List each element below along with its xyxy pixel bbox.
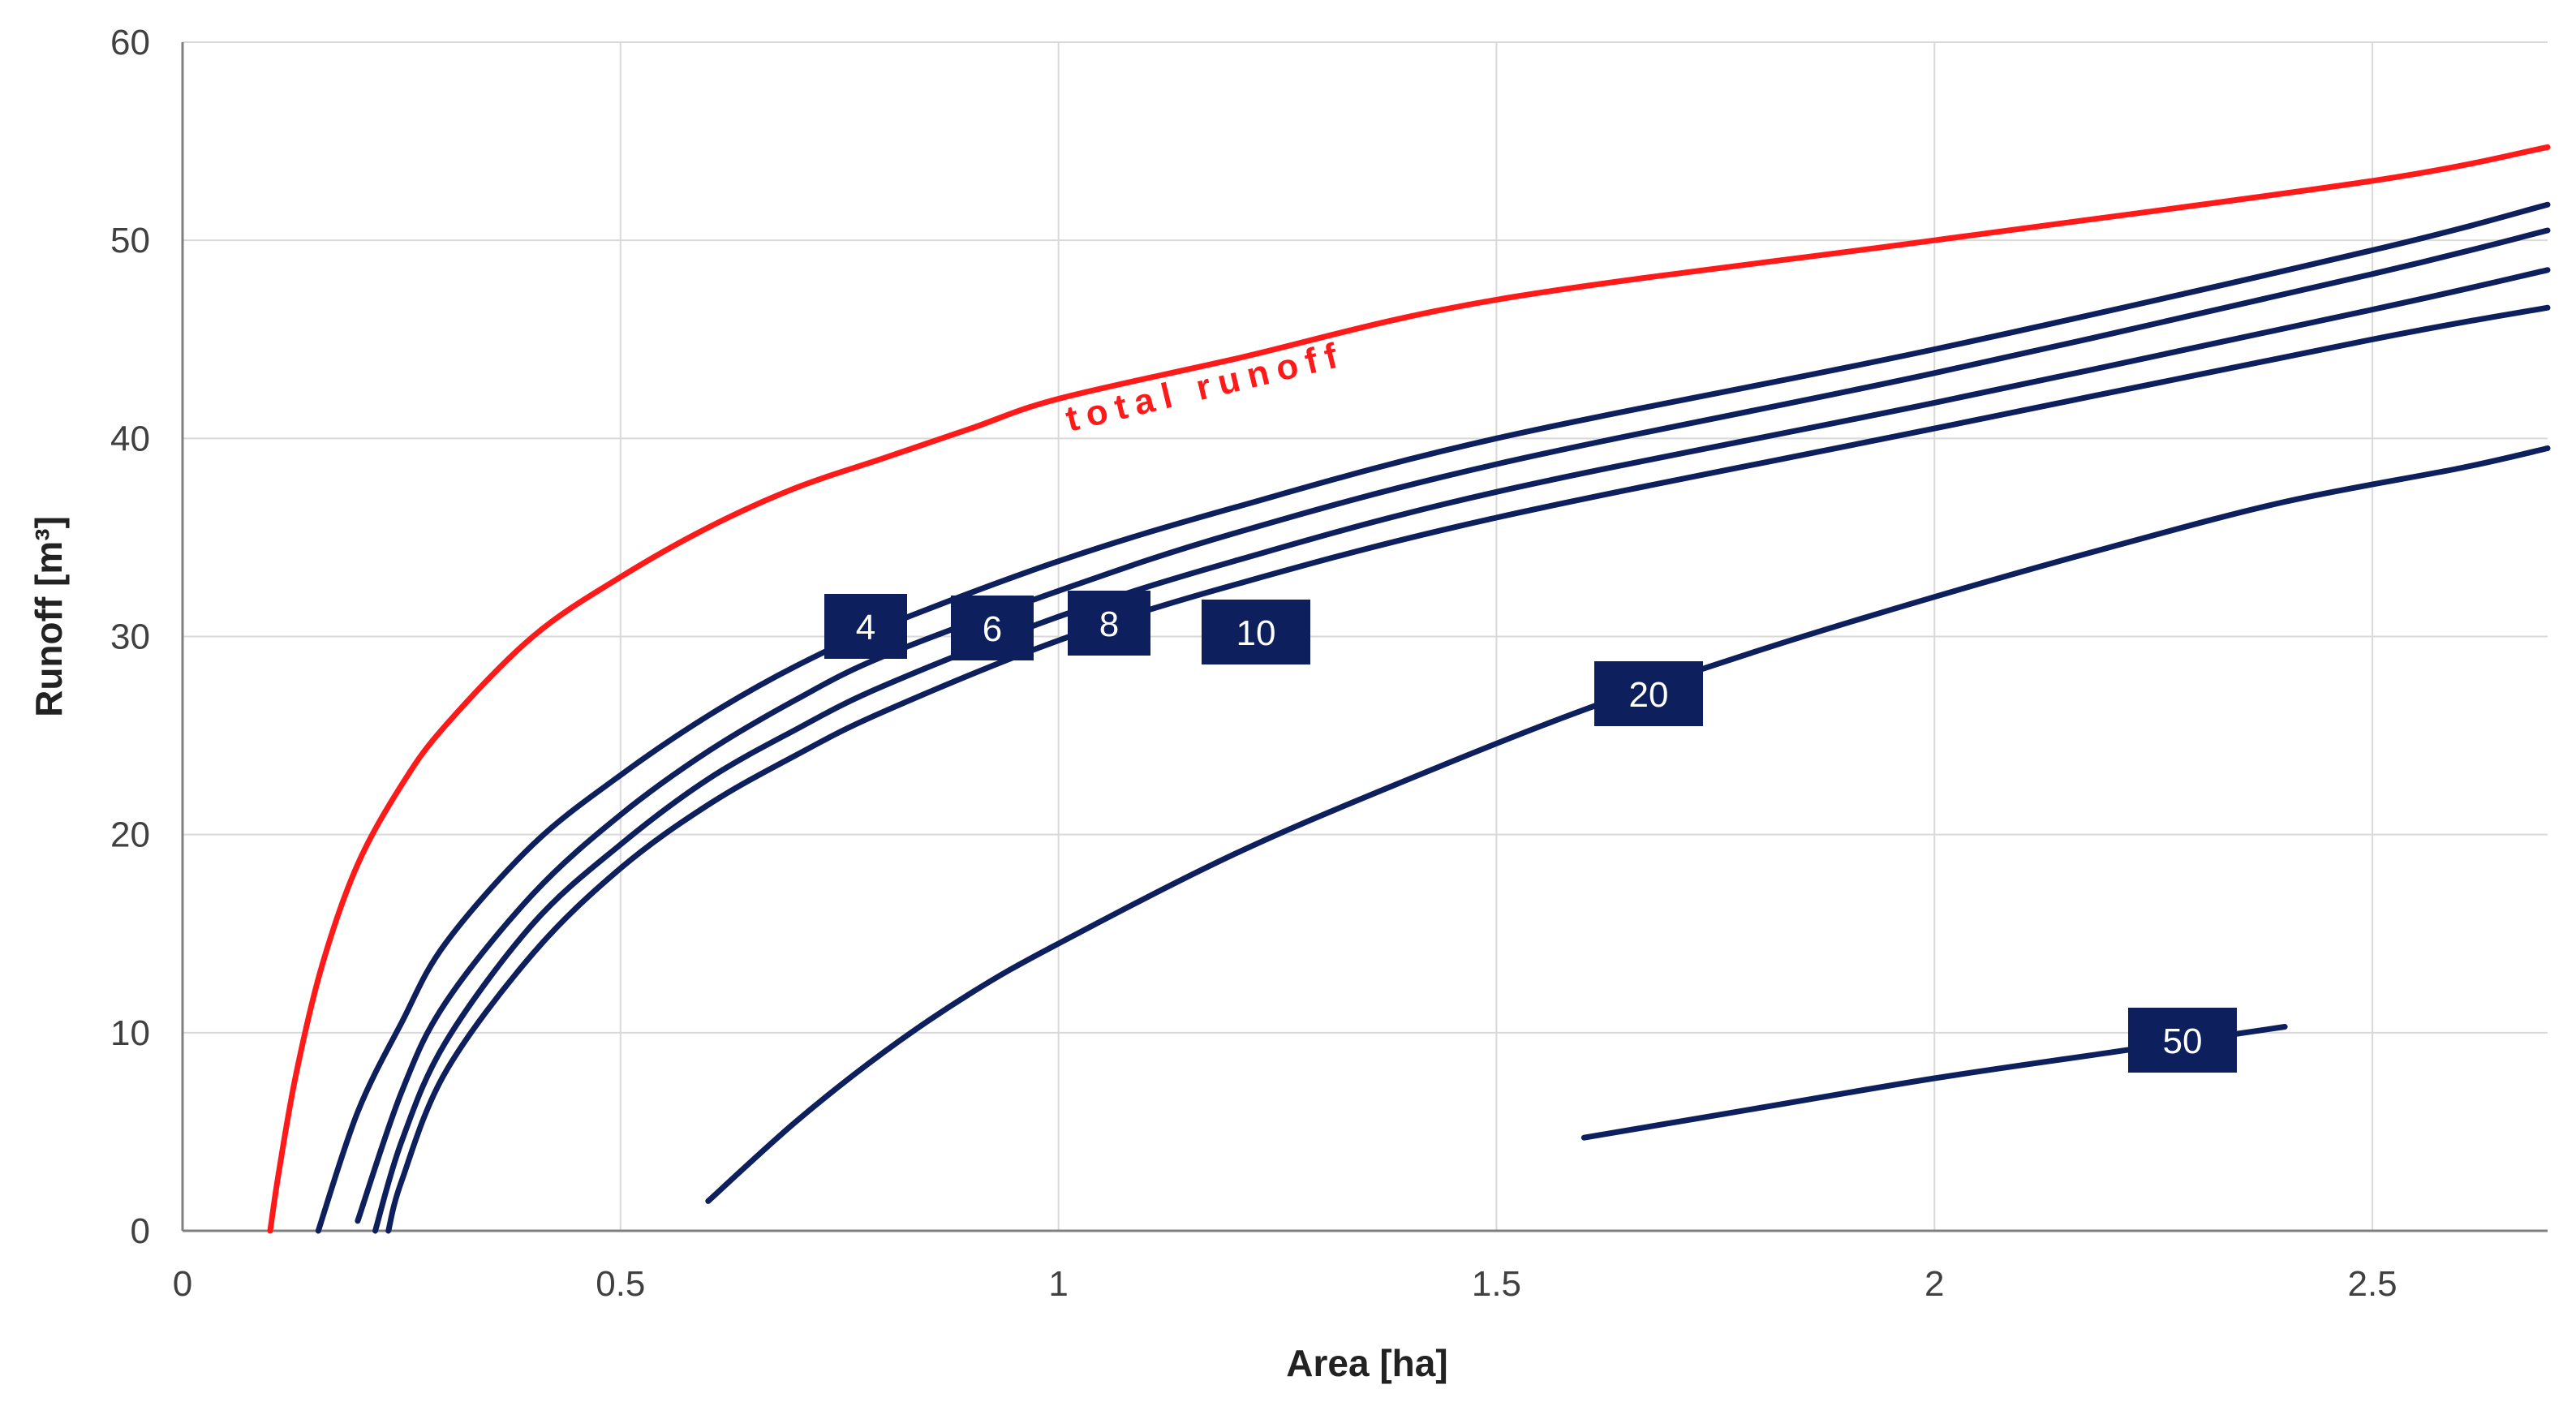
series-line-total-runoff: [267, 144, 2551, 1234]
series-label-20: 20: [1594, 661, 1703, 726]
x-tick-label: 2: [1924, 1264, 1944, 1304]
series-label-4: 4: [824, 594, 907, 659]
x-axis-title: Area [ha]: [1286, 1342, 1447, 1384]
y-tick-label: 40: [110, 419, 150, 458]
label-text: 50: [2163, 1021, 2203, 1061]
x-tick-label: 1: [1048, 1264, 1068, 1304]
label-box: [1068, 591, 1150, 656]
series-line-8: [372, 267, 2551, 1234]
label-box: [1202, 600, 1310, 664]
y-tick-label: 30: [110, 617, 150, 657]
y-tick-label: 50: [110, 221, 150, 260]
series-label-6: 6: [951, 596, 1034, 660]
y-axis-title: Runoff [m³]: [28, 516, 70, 717]
grid: [183, 41, 2548, 1231]
axes: 0 10 20 30 40 50 60 0 0.5 1 1.5 2 2.5: [110, 23, 2548, 1304]
x-tick-label: 1.5: [1472, 1264, 1521, 1304]
series-line-20: [705, 445, 2551, 1204]
series-label-10: 10: [1202, 600, 1310, 664]
label-text: 4: [856, 608, 875, 647]
label-box: [2128, 1008, 2237, 1073]
label-text: 8: [1099, 604, 1119, 644]
x-tick-label: 0.5: [596, 1264, 645, 1304]
y-tick-label: 10: [110, 1013, 150, 1053]
label-text: 6: [983, 609, 1002, 649]
series-label-8: 8: [1068, 591, 1150, 656]
y-tick-label: 60: [110, 23, 150, 62]
y-tick-label: 0: [131, 1211, 150, 1251]
label-box: [824, 594, 907, 659]
y-tick-label: 20: [110, 815, 150, 855]
label-text: 20: [1629, 675, 1669, 715]
label-box: [1594, 661, 1703, 726]
label-box: [951, 596, 1034, 660]
x-tick-label: 0: [173, 1264, 192, 1304]
label-text: 10: [1236, 613, 1276, 653]
x-tick-label: 2.5: [2347, 1264, 2397, 1304]
series-line-4: [315, 201, 2551, 1234]
series-label-50: 50: [2128, 1008, 2237, 1073]
